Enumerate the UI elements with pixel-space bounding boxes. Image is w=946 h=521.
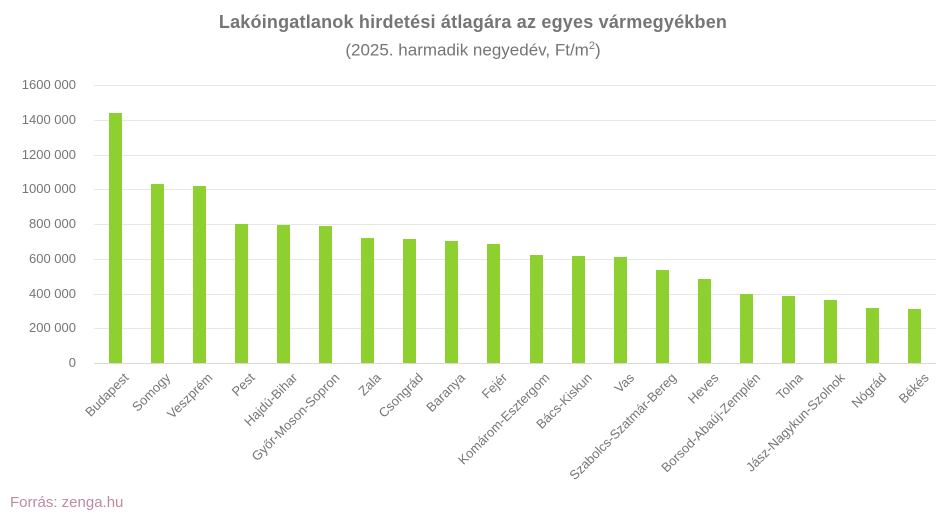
bar: [234, 224, 248, 363]
chart-title: Lakóingatlanok hirdetési átlagára az egy…: [218, 12, 728, 32]
bar: [276, 225, 290, 363]
bar: [782, 296, 796, 363]
chart-subtitle-text: (2025. harmadik negyedév, Ft/m: [345, 40, 589, 60]
bar: [319, 226, 333, 363]
x-tick-label: Zala: [355, 370, 385, 399]
bar: [824, 300, 838, 363]
x-tick-label: Budapest: [82, 370, 132, 420]
x-tick-label: Fejér: [479, 370, 511, 402]
y-tick-label: 200 000: [29, 320, 76, 336]
y-tick-label: 600 000: [29, 250, 76, 266]
bar: [403, 239, 417, 363]
x-axis-baseline: [94, 363, 936, 364]
gridline: [94, 189, 936, 191]
x-tick-label: Baranya: [423, 370, 469, 415]
bar: [655, 270, 669, 363]
chart-subtitle: (2025. harmadik negyedév, Ft/m2): [0, 40, 946, 61]
bar: [740, 294, 754, 363]
bar: [192, 186, 206, 363]
bar: [697, 279, 711, 363]
bar: [571, 256, 585, 363]
y-tick-label: 1200 000: [21, 146, 76, 162]
x-tick-label: Vas: [611, 370, 637, 396]
gridline: [94, 258, 936, 260]
x-tick-label: Békés: [895, 370, 932, 407]
bar: [613, 257, 627, 363]
chart-subtitle-close: ): [594, 40, 601, 60]
bar: [487, 244, 501, 363]
x-tick-label: Nógrád: [848, 370, 890, 411]
gridline: [94, 85, 936, 86]
plot-area: [94, 85, 936, 364]
chart-subtitle-superscript: 2: [588, 40, 595, 52]
bar: [361, 238, 375, 363]
bar: [445, 241, 459, 363]
y-tick-label: 1600 000: [21, 77, 76, 92]
gridline: [94, 328, 936, 330]
y-tick-label: 0: [68, 355, 76, 370]
gridline: [94, 293, 936, 295]
y-tick-label: 800 000: [29, 216, 76, 231]
bar: [150, 184, 164, 363]
x-tick-label: Heves: [684, 370, 722, 407]
source-credit: Forrás: zenga.hu: [10, 494, 124, 511]
y-tick-label: 400 000: [29, 285, 76, 301]
gridline: [94, 154, 936, 156]
gridline: [94, 224, 936, 225]
y-tick-label: 1000 000: [21, 181, 76, 197]
bar: [908, 309, 922, 363]
x-tick-label: Tolna: [772, 370, 806, 403]
y-tick-label: 1400 000: [21, 111, 76, 127]
x-tick-label: Veszprém: [164, 370, 216, 422]
bar: [529, 255, 543, 363]
bar: [866, 308, 880, 363]
x-tick-label: Pest: [228, 370, 258, 400]
x-tick-label: Csongrád: [375, 370, 427, 421]
bar: [108, 113, 122, 363]
gridline: [94, 119, 936, 121]
